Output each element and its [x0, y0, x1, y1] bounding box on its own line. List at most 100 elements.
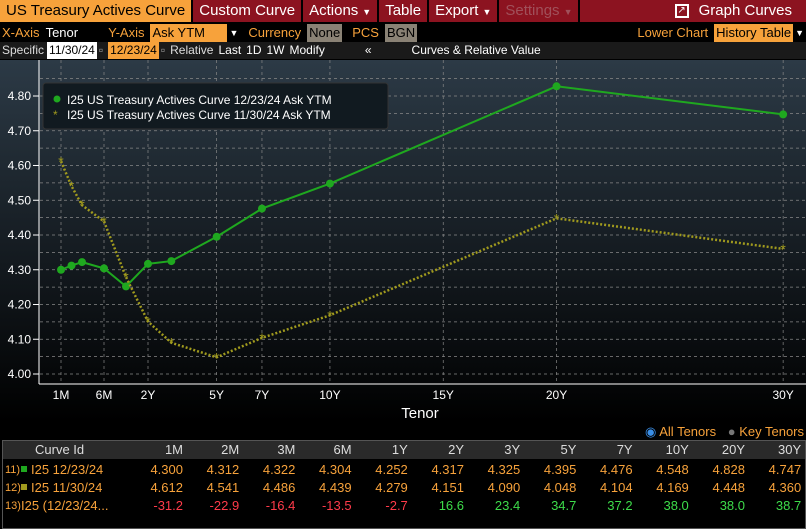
start-date-input[interactable]: 11/30/24: [47, 42, 97, 59]
table-cell: 4.395: [543, 462, 577, 477]
table-row[interactable]: 12) I25 11/30/24 4.612 4.541 4.486 4.439 4.279…: [3, 479, 805, 497]
actions-label: Actions: [309, 2, 359, 19]
specific-label: Specific: [2, 43, 45, 57]
modify-button[interactable]: Modify: [289, 43, 325, 57]
data-point[interactable]: *: [214, 349, 220, 365]
curve-id-text: I25 12/23/24: [31, 462, 104, 477]
data-point[interactable]: *: [145, 314, 151, 330]
data-point[interactable]: [144, 259, 152, 268]
data-point[interactable]: [779, 110, 788, 119]
x-axis-title: Tenor: [401, 405, 439, 422]
column-header-20Y[interactable]: 20Y: [721, 442, 745, 457]
graph-curves-button[interactable]: ↗ Graph Curves: [580, 0, 806, 22]
relative-label: Relative: [170, 43, 214, 57]
table-cell: -13.5: [321, 498, 352, 513]
settings-label: Settings: [505, 2, 560, 19]
x-tick-label: 15Y: [433, 388, 454, 402]
data-point[interactable]: [167, 257, 176, 266]
table-cell: 16.6: [438, 498, 464, 513]
x-tick-label: 7Y: [255, 388, 270, 402]
table-cell: 4.104: [600, 480, 633, 495]
data-point[interactable]: [122, 282, 130, 291]
table-cell: 4.312: [206, 462, 240, 477]
1w-button[interactable]: 1W: [266, 43, 285, 57]
export-label: Export: [435, 2, 479, 19]
data-point[interactable]: *: [58, 153, 64, 169]
collapse-button[interactable]: «: [364, 43, 372, 57]
last-button[interactable]: Last: [218, 43, 242, 57]
curve-title[interactable]: US Treasury Actives Curve: [0, 0, 192, 22]
column-header-1Y[interactable]: 1Y: [391, 442, 408, 457]
y-tick-label: 4.60: [8, 159, 32, 173]
curve-table: Curve Id 1M 2M 3M 6M 1Y 2Y 3Y 5Y 7Y 10Y 20Y 30Y 11)…: [2, 440, 806, 529]
data-point[interactable]: *: [123, 269, 129, 285]
caret-down-icon: ▼: [563, 7, 573, 17]
key-tenors-radio[interactable]: ● Key Tenors: [728, 424, 804, 439]
data-point[interactable]: [67, 261, 76, 270]
table-cell: 4.612: [150, 480, 183, 495]
calendar-icon[interactable]: ▫: [160, 43, 166, 57]
data-point[interactable]: *: [169, 335, 175, 351]
data-point[interactable]: [325, 179, 334, 188]
table-cell: 4.048: [543, 480, 577, 495]
table-button[interactable]: Table: [379, 0, 428, 22]
series-line-2: [59, 160, 784, 359]
curve-id-header: Curve Id: [35, 442, 85, 457]
column-header-30Y[interactable]: 30Y: [778, 442, 802, 457]
data-point[interactable]: *: [554, 210, 560, 226]
dropdown-arrow-icon[interactable]: ▼: [795, 28, 804, 38]
data-point[interactable]: *: [79, 197, 85, 213]
column-header-1M[interactable]: 1M: [164, 442, 183, 457]
data-point[interactable]: *: [780, 241, 786, 257]
data-point[interactable]: *: [69, 178, 75, 194]
table-cell: 4.541: [206, 480, 240, 495]
data-point[interactable]: [552, 82, 561, 91]
calendar-icon[interactable]: ▫: [98, 43, 104, 57]
column-header-6M[interactable]: 6M: [333, 442, 352, 457]
data-point[interactable]: [57, 265, 65, 274]
actions-menu[interactable]: Actions ▼: [303, 0, 378, 22]
lower-chart-label: Lower Chart: [637, 25, 709, 40]
1d-button[interactable]: 1D: [246, 43, 262, 57]
column-header-3Y[interactable]: 3Y: [504, 442, 521, 457]
data-point[interactable]: *: [101, 213, 107, 229]
table-cell: 4.439: [319, 480, 352, 495]
radio-selected-icon: ◉: [645, 424, 657, 439]
custom-curve-button[interactable]: Custom Curve: [193, 0, 302, 22]
table-cell: 4.090: [487, 480, 521, 495]
table-row[interactable]: 13) I25 (12/23/24... -31.2 -22.9 -16.4 -13.5 -…: [3, 497, 805, 515]
column-header-3M[interactable]: 3M: [277, 442, 296, 457]
table-cell: 4.747: [768, 462, 802, 477]
data-point[interactable]: *: [327, 307, 333, 323]
dropdown-arrow-icon[interactable]: ▼: [229, 28, 239, 38]
column-header-2Y[interactable]: 2Y: [448, 442, 464, 457]
column-header-2M[interactable]: 2M: [221, 442, 240, 457]
export-menu[interactable]: Export ▼: [429, 0, 498, 22]
all-tenors-radio[interactable]: ◉ All Tenors: [645, 424, 716, 439]
pcs-field[interactable]: BGN: [384, 24, 418, 42]
table-cell: 4.476: [600, 462, 633, 477]
currency-select[interactable]: None: [307, 24, 343, 42]
lower-chart-select[interactable]: History Table: [714, 24, 794, 42]
table-cell: 4.360: [768, 480, 802, 495]
data-point[interactable]: *: [259, 330, 265, 346]
column-header-5Y[interactable]: 5Y: [560, 442, 577, 457]
end-date-input[interactable]: 12/23/24: [108, 42, 159, 59]
table-cell: -2.7: [385, 498, 408, 513]
yaxis-select[interactable]: Ask YTM: [150, 24, 228, 42]
column-header-10Y[interactable]: 10Y: [665, 442, 689, 457]
table-cell: 4.304: [319, 462, 352, 477]
data-point[interactable]: [257, 204, 266, 213]
data-point[interactable]: [100, 264, 108, 273]
y-tick-label: 4.70: [8, 124, 32, 138]
y-tick-label: 4.80: [8, 89, 32, 103]
xaxis-value[interactable]: Tenor: [45, 25, 79, 40]
data-point[interactable]: [78, 258, 86, 267]
legend-marker-circle-icon: [53, 95, 61, 103]
panel-title: Curves & Relative Value: [411, 43, 541, 57]
radio-unselected-icon: ●: [727, 424, 736, 439]
table-row[interactable]: 11) I25 12/23/24 4.300 4.312 4.322 4.304 4.252…: [3, 461, 805, 479]
column-header-7Y[interactable]: 7Y: [616, 442, 633, 457]
table-cell: -31.2: [153, 498, 183, 513]
data-point[interactable]: [212, 232, 221, 241]
